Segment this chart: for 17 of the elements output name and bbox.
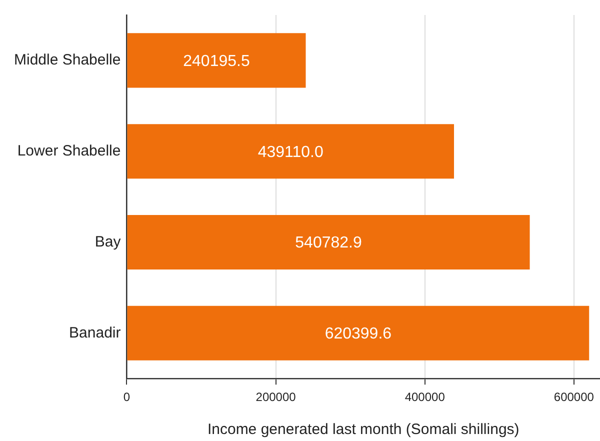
y-tick-label: Middle Shabelle bbox=[14, 52, 121, 69]
x-axis-title: Income generated last month (Somali shillings) bbox=[207, 421, 520, 438]
x-tick-label: 600000 bbox=[554, 390, 594, 404]
data-label: 540782.9 bbox=[295, 234, 362, 252]
data-label: 439110.0 bbox=[258, 144, 324, 161]
y-tick-label: Bay bbox=[94, 233, 122, 250]
x-tick-label: 400000 bbox=[404, 390, 446, 404]
y-tick-label: Banadir bbox=[69, 324, 121, 342]
bar bbox=[127, 33, 306, 88]
x-tick-label: 200000 bbox=[256, 390, 296, 404]
x-tick-label: 0 bbox=[123, 390, 130, 404]
data-label: 240195.5 bbox=[183, 52, 250, 70]
bar bbox=[127, 214, 530, 270]
y-tick-label: Lower Shabelle bbox=[17, 142, 121, 160]
data-label: 620399.6 bbox=[324, 326, 392, 343]
bar bbox=[127, 124, 454, 179]
bar bbox=[127, 306, 590, 360]
